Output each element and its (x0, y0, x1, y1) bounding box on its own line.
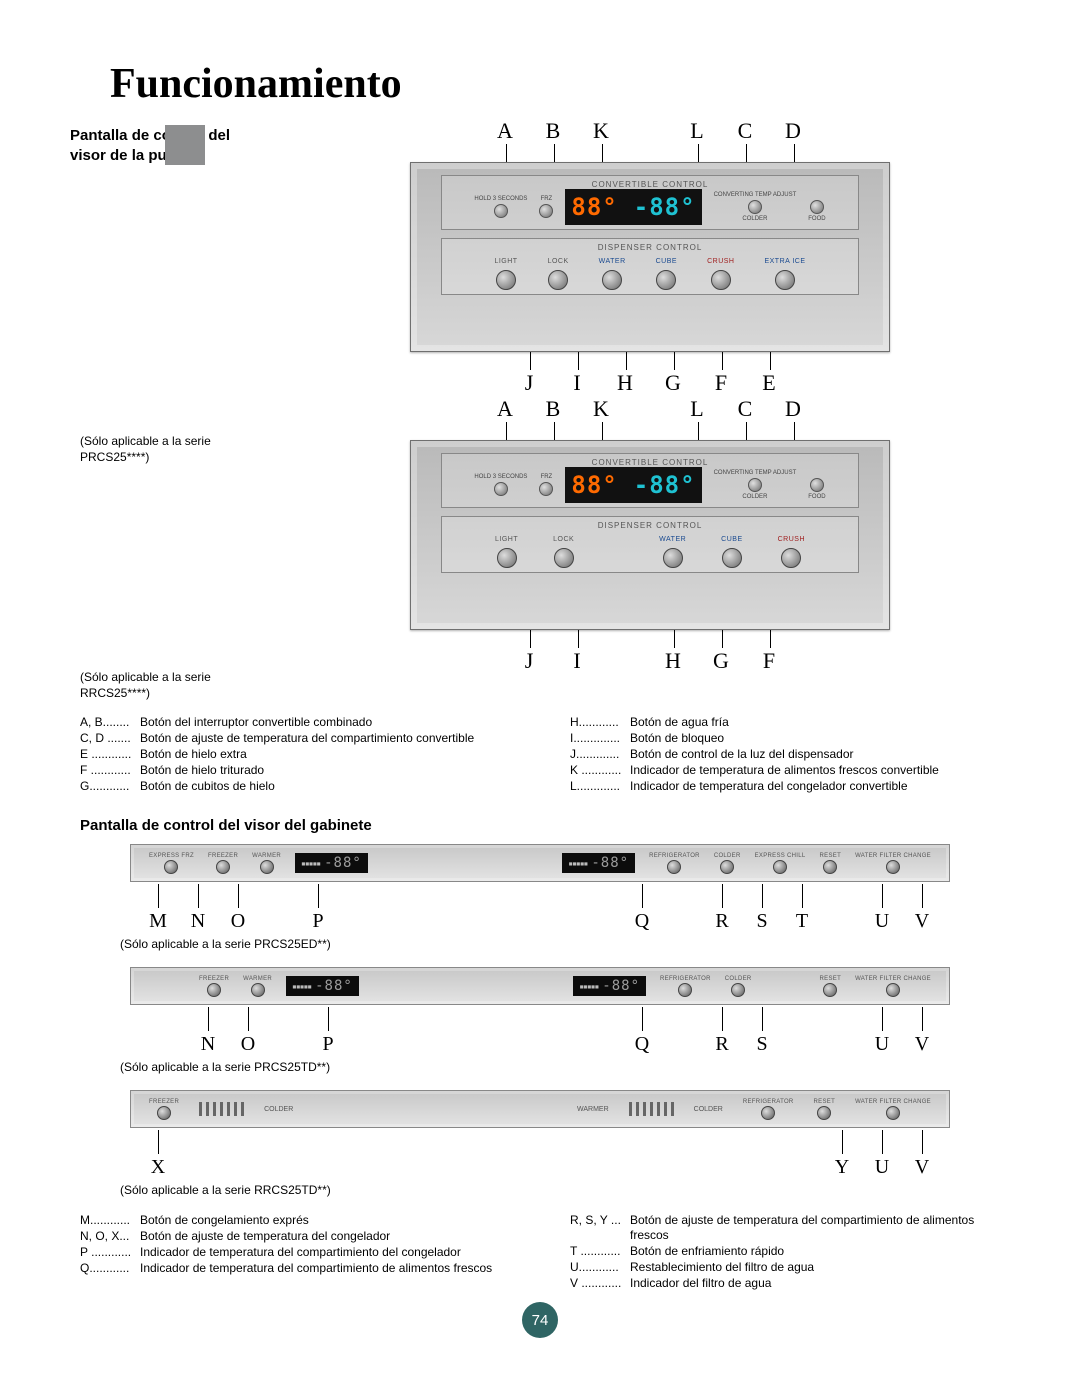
extraice-button[interactable]: EXTRA ICE (764, 258, 805, 290)
callout-lines (290, 352, 1010, 370)
callouts-top-1: A B K L C D (290, 118, 1010, 144)
callout-lines (290, 422, 1010, 440)
legend-item: U............Restablecimiento del filtro… (570, 1260, 1010, 1275)
light-button[interactable]: LIGHT (495, 536, 518, 568)
refrigerator-button[interactable]: REFRIGERATOR (660, 976, 711, 997)
crush-button[interactable]: CRUSH (707, 258, 734, 290)
note-prcs: (Sólo aplicable a la serie PRCS25****) (80, 434, 270, 465)
lcd-display: 88° -88° (565, 189, 701, 225)
lcd-display-2: 88° -88° (565, 467, 701, 503)
page-number: 74 (522, 1302, 558, 1338)
legend-item: R, S, Y ...Botón de ajuste de temperatur… (570, 1213, 1010, 1243)
water-button[interactable]: WATER (659, 536, 686, 568)
legend-item: G............Botón de cubitos de hielo (80, 779, 520, 794)
legend-item: I..............Botón de bloqueo (570, 731, 1010, 746)
note-ed: (Sólo aplicable a la serie PRCS25ED**) (120, 937, 1010, 951)
legend-item: L.............Indicador de temperatura d… (570, 779, 1010, 794)
express-frz-button[interactable]: EXPRESS FRZ (149, 853, 194, 874)
lock-button[interactable]: LOCK (548, 258, 569, 290)
refrigerator-button[interactable]: REFRIGERATOR (649, 853, 700, 874)
water-button[interactable]: WATER (599, 258, 626, 290)
legend-item: J.............Botón de control de la luz… (570, 747, 1010, 762)
lcd-fridge: ▪▪▪▪▪-88° (573, 976, 646, 996)
legend-item: E ............Botón de hielo extra (80, 747, 520, 762)
bar-indicator (629, 1102, 674, 1116)
door-panel-prcs: CONVERTIBLE CONTROL HOLD 3 SECONDS FRZ 8… (410, 162, 890, 352)
legend-1: A, B........Botón del interruptor conver… (80, 715, 1010, 795)
filter-button[interactable]: WATER FILTER CHANGE (855, 976, 931, 997)
legend-item: M............Botón de congelamiento expr… (80, 1213, 520, 1228)
hlabels-3: X Y U V (130, 1156, 950, 1179)
filter-button[interactable]: WATER FILTER CHANGE (855, 1099, 931, 1120)
panel-knob-c[interactable] (748, 200, 762, 214)
colder-button[interactable]: COLDER (714, 853, 741, 874)
colder-button[interactable]: COLDER (725, 976, 752, 997)
note-td: (Sólo aplicable a la serie PRCS25TD**) (120, 1060, 1010, 1074)
lcd-freezer: ▪▪▪▪▪-88° (286, 976, 359, 996)
note-rrcs: (Sólo aplicable a la serie RRCS25****) (80, 670, 270, 701)
decorative-square (165, 125, 205, 165)
light-button[interactable]: LIGHT (494, 258, 517, 290)
hlabels-1: M N O P Q R S T U V (130, 910, 950, 933)
convertible-label: CONVERTIBLE CONTROL (448, 180, 852, 189)
cabinet-panel-1: EXPRESS FRZ FREEZER WARMER ▪▪▪▪▪-88° ▪▪▪… (130, 844, 950, 882)
section2-heading: Pantalla de control del visor del gabine… (80, 817, 1010, 834)
dispenser-label: DISPENSER CONTROL (448, 243, 852, 252)
legend-item: V ............Indicador del filtro de ag… (570, 1276, 1010, 1291)
callout-lines (130, 1130, 950, 1154)
cube-button[interactable]: CUBE (656, 258, 677, 290)
legend-item: H............Botón de agua fría (570, 715, 1010, 730)
filter-button[interactable]: WATER FILTER CHANGE (855, 853, 931, 874)
legend-item: Q............Indicador de temperatura de… (80, 1261, 520, 1276)
callouts-bot-2: J I H G F (290, 648, 1010, 674)
legend-item: F ............Botón de hielo triturado (80, 763, 520, 778)
callout-lines (290, 144, 1010, 162)
lock-button[interactable]: LOCK (553, 536, 574, 568)
callout-lines (130, 1007, 950, 1031)
note-rr: (Sólo aplicable a la serie RRCS25TD**) (120, 1183, 1010, 1197)
freezer-button[interactable]: FREEZER (208, 853, 238, 874)
lcd-fridge: ▪▪▪▪▪-88° (562, 853, 635, 873)
panel-knob-b[interactable] (539, 204, 553, 218)
dispenser-button-row-2: LIGHT LOCK WATER CUBE CRUSH (448, 536, 852, 568)
reset-button[interactable]: RESET (820, 976, 842, 997)
cabinet-panel-3: FREEZER COLDER WARMER COLDER REFRIGERATO… (130, 1090, 950, 1128)
legend-item: N, O, X...Botón de ajuste de temperatura… (80, 1229, 520, 1244)
express-chill-button[interactable]: EXPRESS CHILL (755, 853, 806, 874)
lcd-freezer: ▪▪▪▪▪-88° (295, 853, 368, 873)
panel2-knob-b[interactable] (539, 482, 553, 496)
panel2-knob-d[interactable] (810, 478, 824, 492)
dispenser-button-row: LIGHT LOCK WATER CUBE CRUSH EXTRA ICE (448, 258, 852, 290)
cube-button[interactable]: CUBE (721, 536, 742, 568)
crush-button[interactable]: CRUSH (778, 536, 805, 568)
legend-item: P ............Indicador de temperatura d… (80, 1245, 520, 1260)
panel-knob-d[interactable] (810, 200, 824, 214)
callout-lines (130, 884, 950, 908)
freezer-button[interactable]: FREEZER (199, 976, 229, 997)
warmer-button[interactable]: WARMER (243, 976, 272, 997)
door-panel-rrcs: CONVERTIBLE CONTROL HOLD 3 SECONDS FRZ 8… (410, 440, 890, 630)
legend-item: K ............Indicador de temperatura d… (570, 763, 1010, 778)
panel2-knob-c[interactable] (748, 478, 762, 492)
warmer-button[interactable]: WARMER (252, 853, 281, 874)
callouts-top-2: A B K L C D (290, 396, 1010, 422)
bar-indicator (199, 1102, 244, 1116)
hlabels-2: N O P Q R S U V (130, 1033, 950, 1056)
panel-knob-a[interactable] (494, 204, 508, 218)
freezer-button[interactable]: FREEZER (149, 1099, 179, 1120)
callout-lines (290, 630, 1010, 648)
refrigerator-button[interactable]: REFRIGERATOR (743, 1099, 794, 1120)
page-title: Funcionamiento (110, 60, 1010, 108)
callouts-bot-1: J I H G F E (290, 370, 1010, 396)
legend-item: T ............Botón de enfriamiento rápi… (570, 1244, 1010, 1259)
reset-button[interactable]: RESET (820, 853, 842, 874)
legend-item: C, D .......Botón de ajuste de temperatu… (80, 731, 520, 746)
reset-button[interactable]: RESET (814, 1099, 836, 1120)
cabinet-panel-2: FREEZER WARMER ▪▪▪▪▪-88° ▪▪▪▪▪-88° REFRI… (130, 967, 950, 1005)
legend-item: A, B........Botón del interruptor conver… (80, 715, 520, 730)
legend-2: M............Botón de congelamiento expr… (80, 1213, 1010, 1292)
panel2-knob-a[interactable] (494, 482, 508, 496)
